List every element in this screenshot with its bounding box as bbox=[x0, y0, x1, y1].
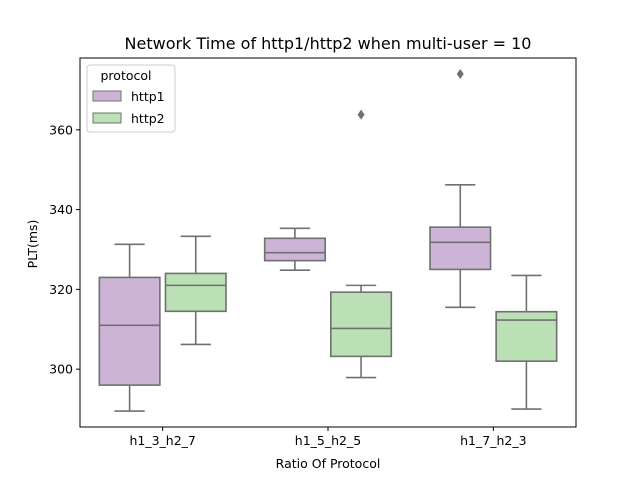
box-http1-h1_3_h2_7 bbox=[98, 276, 161, 386]
x-tick-label-h1_7_h2_3: h1_7_h2_3 bbox=[460, 433, 526, 448]
y-tick-label-340: 340 bbox=[49, 202, 73, 217]
legend-title: protocol bbox=[101, 68, 152, 83]
legend-swatch-http2 bbox=[92, 112, 122, 124]
chart-title: Network Time of http1/http2 when multi-u… bbox=[125, 34, 532, 53]
y-tick-label-300: 300 bbox=[49, 362, 73, 377]
x-axis-label: Ratio Of Protocol bbox=[276, 456, 381, 471]
box-http1-h1_5_h2_5 bbox=[263, 237, 326, 262]
y-tick-label-360: 360 bbox=[49, 122, 73, 137]
y-axis-label: PLT(ms) bbox=[25, 220, 40, 269]
box-http2-h1_5_h2_5 bbox=[330, 291, 393, 358]
y-tick-label-320: 320 bbox=[49, 282, 73, 297]
box-http2-h1_3_h2_7 bbox=[164, 272, 227, 313]
box-http2-h1_7_h2_3 bbox=[495, 310, 558, 362]
plot-frame bbox=[79, 57, 577, 428]
legend-label-http2: http2 bbox=[131, 111, 165, 126]
x-tick-label-h1_3_h2_7: h1_3_h2_7 bbox=[129, 433, 195, 448]
outlier-http2-h1_5_h2_5-0 bbox=[357, 109, 365, 120]
outlier-http1-h1_7_h2_3-0 bbox=[456, 68, 464, 79]
x-tick-label-h1_5_h2_5: h1_5_h2_5 bbox=[295, 433, 361, 448]
legend-swatch-http1 bbox=[92, 90, 122, 102]
legend-label-http1: http1 bbox=[131, 89, 165, 104]
box-http1-h1_7_h2_3 bbox=[429, 226, 492, 271]
plot-area: h1_3_h2_7 h1_5_h2_5 h1_7_h2_3 300 320 340 360 p… bbox=[49, 57, 577, 448]
